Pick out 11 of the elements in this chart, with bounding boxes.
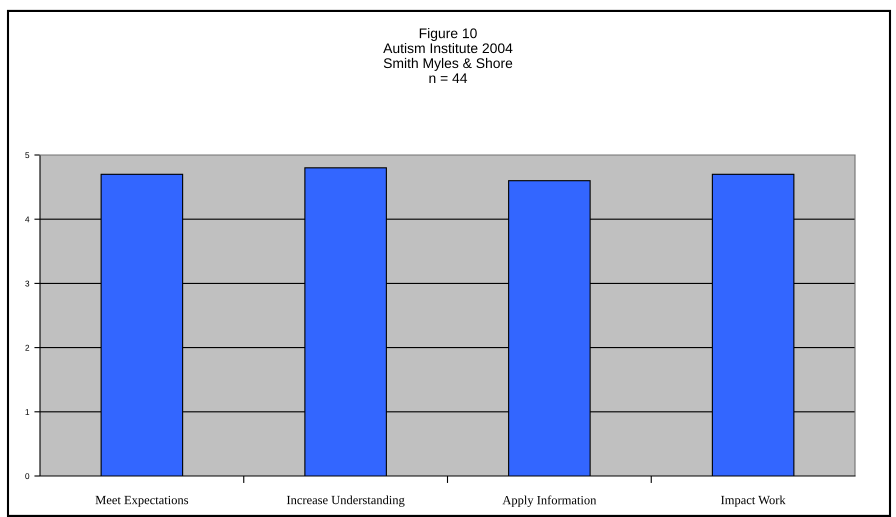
y-tick-label: 4 — [25, 216, 30, 222]
y-tick-label: 0 — [25, 473, 30, 480]
y-tick-label: 1 — [26, 409, 30, 415]
x-tick-label: Apply Information — [502, 495, 596, 507]
x-tick-label: Meet Expectations — [96, 496, 188, 507]
chart-title: Figure 10 Autism Institute 2004 Smith Myles & Shore n = 44 — [383, 28, 512, 83]
y-tick-label: 5 — [25, 152, 30, 158]
y-tick-label: 3 — [25, 280, 30, 286]
x-tick-label: Increase Understanding — [286, 495, 405, 507]
x-tick-label: Impact Work — [721, 495, 786, 507]
y-tick-label: 2 — [25, 344, 30, 351]
